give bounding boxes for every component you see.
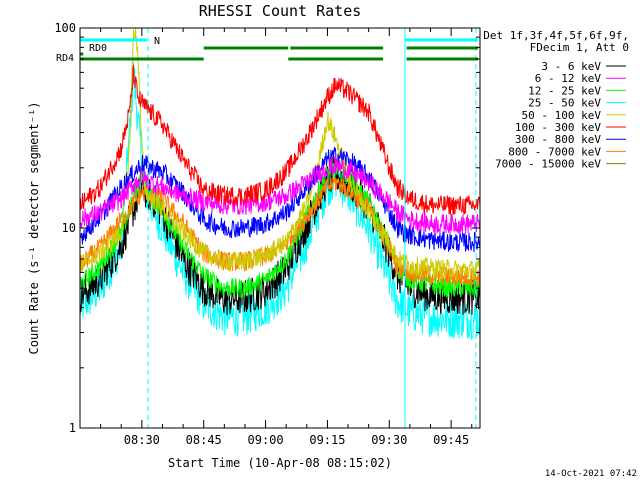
series-line-2 (79, 159, 481, 298)
y-tick-label-2: 100 (54, 21, 76, 35)
legend-label-1: 6 - 12 keV (535, 72, 602, 85)
x-tick-label-4: 09:30 (371, 433, 407, 447)
series-line-6 (79, 146, 481, 253)
chart-title: RHESSI Count Rates (199, 2, 362, 20)
legend-label-7: 800 - 7000 keV (508, 145, 601, 158)
y-tick-label-1: 10 (62, 221, 76, 235)
legend-label-0: 3 - 6 keV (541, 60, 601, 73)
legend-label-4: 50 - 100 keV (522, 109, 602, 122)
y-tick-label-0: 1 (69, 421, 76, 435)
timestamp-label: 14-Oct-2021 07:42 (545, 469, 637, 479)
legend-label-6: 300 - 800 keV (515, 133, 601, 146)
series-line-5 (79, 65, 481, 216)
x-tick-label-0: 08:30 (124, 433, 160, 447)
flag-label-n: N (154, 36, 160, 47)
x-tick-label-3: 09:15 (309, 433, 345, 447)
x-tick-label-1: 08:45 (186, 433, 222, 447)
legend-label-2: 12 - 25 keV (528, 84, 601, 97)
plot-area (80, 28, 480, 428)
series-line-1 (79, 156, 481, 235)
legend-header-line-1: Det 1f,3f,4f,5f,6f,9f, (483, 29, 629, 42)
legend-label-5: 100 - 300 keV (515, 121, 601, 134)
y-axis-label: Count Rate (s⁻¹ detector segment⁻¹) (27, 102, 41, 355)
x-axis-label: Start Time (10-Apr-08 08:15:02) (168, 456, 392, 470)
series-line-4 (79, 28, 481, 280)
x-tick-label-5: 09:45 (433, 433, 469, 447)
flag-label-rd4: RD4 (56, 53, 74, 64)
legend-label-8: 7000 - 15000 keV (495, 158, 601, 171)
legend-header-line-2: FDecim 1, Att 0 (530, 41, 629, 54)
legend-label-3: 25 - 50 keV (528, 97, 601, 110)
flag-label-rd0: RD0 (89, 43, 107, 54)
x-tick-label-2: 09:00 (248, 433, 284, 447)
